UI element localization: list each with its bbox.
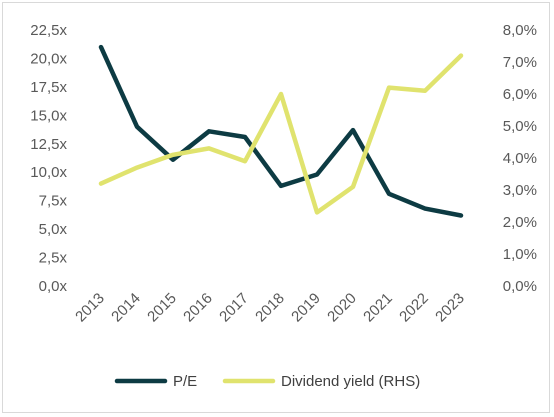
left-tick-label: 15,0x xyxy=(30,107,67,124)
x-tick-label: 2022 xyxy=(396,290,432,326)
series-lines xyxy=(98,44,464,218)
left-tick-label: 22,5x xyxy=(30,22,67,39)
left-axis: 0,0x 2,5x 5,0x 7,5x 10,0x 12,5x 15,0x 17,5x 20,0… xyxy=(30,22,67,295)
x-tick-label: 2015 xyxy=(144,290,180,326)
right-axis: 0,0% 1,0% 2,0% 3,0% 4,0% 5,0% 6,0% 7,0% 8,0% xyxy=(503,22,537,295)
x-tick-label: 2013 xyxy=(72,290,108,326)
legend: P/E Dividend yield (RHS) xyxy=(114,373,420,390)
x-tick-label: 2018 xyxy=(252,290,288,326)
series-line-pe xyxy=(98,44,464,218)
legend-label: Dividend yield (RHS) xyxy=(281,373,420,390)
chart-container: 0,0x 2,5x 5,0x 7,5x 10,0x 12,5x 15,0x 17,5x 20,0… xyxy=(2,2,550,413)
left-tick-label: 2,5x xyxy=(39,250,68,267)
line-chart: 0,0x 2,5x 5,0x 7,5x 10,0x 12,5x 15,0x 17,5x 20,0… xyxy=(30,22,537,390)
left-tick-label: 17,5x xyxy=(30,79,67,96)
right-tick-label: 5,0% xyxy=(503,118,537,135)
x-tick-label: 2017 xyxy=(216,290,252,326)
right-tick-label: 2,0% xyxy=(503,214,537,231)
x-tick-label: 2019 xyxy=(288,290,324,326)
right-tick-label: 0,0% xyxy=(503,278,537,295)
left-tick-label: 7,5x xyxy=(39,193,68,210)
left-tick-label: 0,0x xyxy=(39,278,68,295)
left-tick-label: 20,0x xyxy=(30,50,67,67)
right-tick-label: 3,0% xyxy=(503,182,537,199)
x-axis: 2013 2014 2015 2016 2017 2018 2019 2020 2021 2022… xyxy=(72,290,468,326)
x-tick-label: 2021 xyxy=(360,290,396,326)
x-tick-label: 2014 xyxy=(108,290,144,326)
legend-label: P/E xyxy=(173,373,197,390)
left-tick-label: 12,5x xyxy=(30,136,67,153)
series-line-dividend-yield xyxy=(98,53,464,215)
left-tick-label: 5,0x xyxy=(39,221,68,238)
right-tick-label: 8,0% xyxy=(503,22,537,39)
right-tick-label: 7,0% xyxy=(503,54,537,71)
left-tick-label: 10,0x xyxy=(30,164,67,181)
right-tick-label: 6,0% xyxy=(503,86,537,103)
right-tick-label: 1,0% xyxy=(503,246,537,263)
x-tick-label: 2016 xyxy=(180,290,216,326)
right-tick-label: 4,0% xyxy=(503,150,537,167)
x-tick-label: 2023 xyxy=(432,290,468,326)
x-tick-label: 2020 xyxy=(324,290,360,326)
